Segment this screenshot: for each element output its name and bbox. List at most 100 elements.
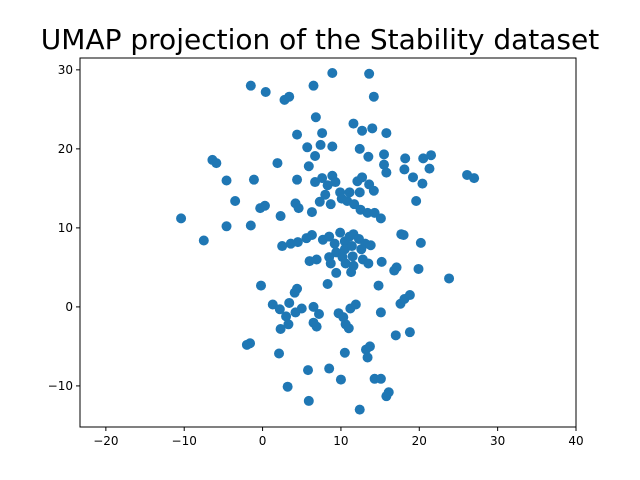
scatter-point bbox=[317, 173, 328, 184]
scatter-point bbox=[376, 256, 387, 267]
scatter-point bbox=[383, 387, 394, 398]
scatter-point bbox=[313, 309, 324, 320]
scatter-point bbox=[335, 374, 346, 385]
scatter-point bbox=[426, 150, 437, 161]
scatter-point bbox=[469, 173, 480, 184]
scatter-point bbox=[211, 158, 222, 169]
scatter-point bbox=[354, 187, 365, 198]
scatter-point bbox=[413, 263, 424, 274]
scatter-point bbox=[346, 267, 357, 278]
scatter-point bbox=[354, 143, 365, 154]
scatter-point bbox=[357, 125, 368, 136]
scatter-point bbox=[362, 207, 373, 218]
scatter-point bbox=[221, 175, 232, 186]
scatter-point bbox=[259, 200, 270, 211]
scatter-point bbox=[379, 149, 390, 160]
x-tick-label: 10 bbox=[333, 434, 348, 448]
scatter-point bbox=[350, 299, 361, 310]
scatter-point bbox=[444, 273, 455, 284]
scatter-point bbox=[310, 150, 321, 161]
scatter-point bbox=[267, 299, 278, 310]
scatter-point bbox=[245, 338, 256, 349]
scatter-point bbox=[340, 258, 351, 269]
scatter-point bbox=[306, 229, 317, 240]
scatter-point bbox=[274, 304, 285, 315]
scatter-point bbox=[245, 80, 256, 91]
scatter-point bbox=[303, 161, 314, 172]
scatter-point bbox=[311, 254, 322, 265]
scatter-point bbox=[331, 267, 342, 278]
scatter-point bbox=[324, 363, 335, 374]
scatter-point bbox=[424, 163, 435, 174]
scatter-point bbox=[221, 221, 232, 232]
x-tick-label: 30 bbox=[490, 434, 505, 448]
scatter-point bbox=[322, 180, 333, 191]
scatter-point bbox=[245, 220, 256, 231]
scatter-point bbox=[356, 244, 367, 255]
scatter-point bbox=[329, 238, 340, 249]
scatter-point bbox=[400, 153, 411, 164]
scatter-point bbox=[274, 348, 285, 359]
scatter-point bbox=[418, 153, 429, 164]
scatter-point bbox=[398, 229, 409, 240]
scatter-point bbox=[302, 142, 313, 153]
scatter-point bbox=[379, 159, 390, 170]
scatter-point bbox=[303, 395, 314, 406]
scatter-point bbox=[354, 404, 365, 415]
axes-frame bbox=[79, 57, 577, 428]
scatter-point bbox=[315, 139, 326, 150]
scatter-point bbox=[327, 141, 338, 152]
scatter-point bbox=[335, 227, 346, 238]
scatter-point bbox=[381, 128, 392, 139]
scatter-point bbox=[248, 174, 259, 185]
scatter-point bbox=[308, 301, 319, 312]
scatter-point bbox=[311, 321, 322, 332]
scatter-point bbox=[293, 203, 304, 214]
scatter-point bbox=[296, 303, 307, 314]
scatter-point bbox=[176, 213, 187, 224]
scatter-point bbox=[324, 231, 335, 242]
scatter-point bbox=[320, 189, 331, 200]
scatter-point bbox=[357, 172, 368, 183]
scatter-point bbox=[404, 327, 415, 338]
scatter-point bbox=[415, 237, 426, 248]
scatter-point bbox=[303, 365, 314, 376]
scatter-point bbox=[364, 68, 375, 79]
scatter-point bbox=[260, 86, 271, 97]
scatter-point bbox=[411, 196, 422, 207]
y-tick-label: −10 bbox=[48, 379, 73, 393]
scatter-point bbox=[275, 324, 286, 335]
scatter-point bbox=[292, 237, 303, 248]
y-tick-label: 10 bbox=[58, 221, 73, 235]
scatter-point bbox=[404, 290, 415, 301]
x-tick-label: −10 bbox=[172, 434, 197, 448]
scatter-point bbox=[292, 174, 303, 185]
scatter-point bbox=[363, 258, 374, 269]
scatter-point bbox=[230, 196, 241, 207]
scatter-point bbox=[272, 158, 283, 169]
scatter-point bbox=[362, 352, 373, 363]
y-axis-ticks: −10 0 10 20 30 bbox=[48, 63, 80, 393]
scatter-point bbox=[317, 128, 328, 139]
scatter-point bbox=[375, 307, 386, 318]
scatter-point bbox=[325, 199, 336, 210]
y-tick-label: 20 bbox=[58, 142, 73, 156]
scatter-point bbox=[375, 213, 386, 224]
x-axis-ticks: −20 −10 0 10 20 30 40 bbox=[93, 427, 584, 448]
scatter-point bbox=[390, 330, 401, 341]
scatter-point bbox=[283, 319, 294, 330]
scatter-point bbox=[310, 112, 321, 123]
scatter-point bbox=[277, 241, 288, 252]
scatter-point bbox=[399, 164, 410, 175]
scatter-point bbox=[365, 240, 376, 251]
scatter-point bbox=[348, 118, 359, 129]
scatter-point bbox=[322, 278, 333, 289]
scatter-point bbox=[284, 91, 295, 102]
scatter-point bbox=[306, 207, 317, 218]
scatter-point bbox=[373, 280, 384, 291]
scatter-point bbox=[343, 323, 354, 334]
scatter-point bbox=[284, 297, 295, 308]
scatter-point bbox=[330, 177, 341, 188]
scatter-point bbox=[375, 373, 386, 384]
